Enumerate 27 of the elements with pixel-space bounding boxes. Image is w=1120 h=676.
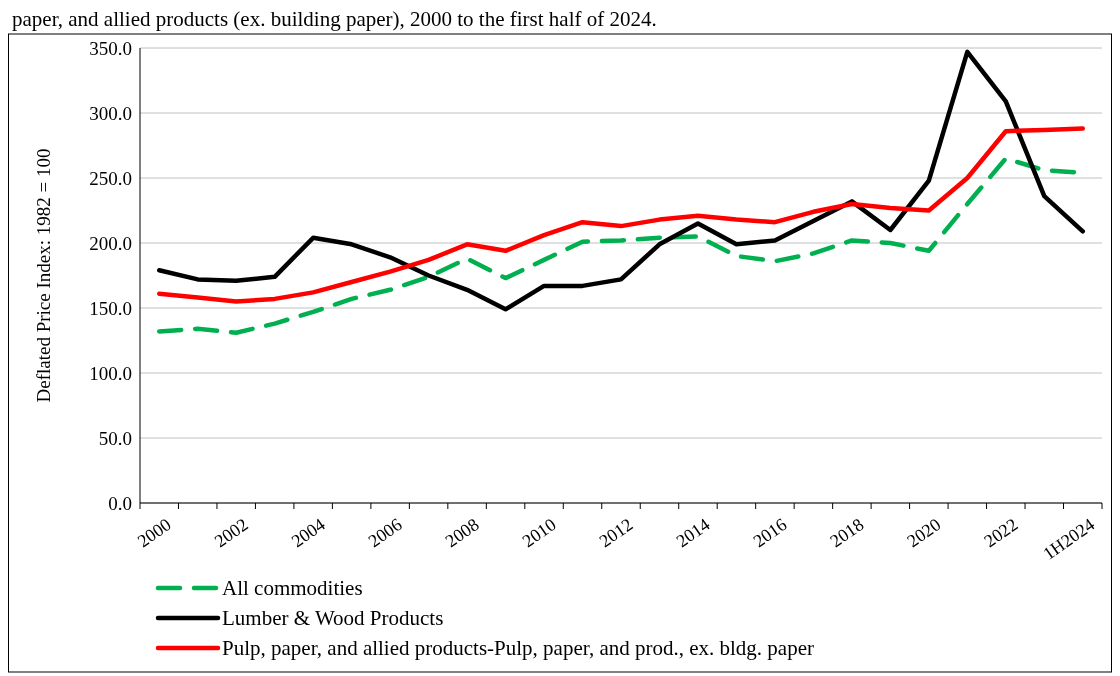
- legend-label: Pulp, paper, and allied products-Pulp, paper, and prod., ex. bldg. paper: [222, 636, 815, 661]
- line-series: [156, 126, 1086, 304]
- y-tick-label: 350.0: [89, 37, 132, 59]
- x-tick-label: 2000: [133, 514, 175, 552]
- line-series: [156, 49, 1086, 312]
- y-tick-label: 0.0: [108, 492, 132, 514]
- legend-label: Lumber & Wood Products: [222, 606, 444, 631]
- x-tick-label: 2008: [441, 514, 483, 552]
- y-tick-label: 100.0: [89, 362, 132, 384]
- x-tick-label: 2016: [749, 514, 791, 552]
- chart-title: paper, and allied products (ex. building paper), 2000 to the first half of 2024.: [12, 7, 657, 31]
- x-tick-label: 2022: [980, 514, 1022, 552]
- x-tick-label: 2020: [903, 514, 945, 552]
- y-tick-label: 50.0: [98, 427, 132, 449]
- x-tick-label: 2010: [518, 514, 560, 552]
- x-tick-label: 2014: [672, 514, 714, 552]
- x-tick-label: 2002: [210, 514, 252, 552]
- x-tick-label: 2004: [287, 514, 329, 552]
- x-tick-label: 2018: [826, 514, 868, 552]
- x-tick-label: 2006: [364, 514, 406, 552]
- legend-label: All commodities: [222, 576, 363, 601]
- y-tick-label: 200.0: [89, 232, 132, 254]
- x-tick-label: 2012: [595, 514, 637, 552]
- y-tick-label: 150.0: [89, 297, 132, 319]
- y-tick-label: 300.0: [89, 102, 132, 124]
- y-tick-label: 250.0: [89, 167, 132, 189]
- y-axis-title: Deflated Price Index: 1982 = 100: [33, 148, 54, 403]
